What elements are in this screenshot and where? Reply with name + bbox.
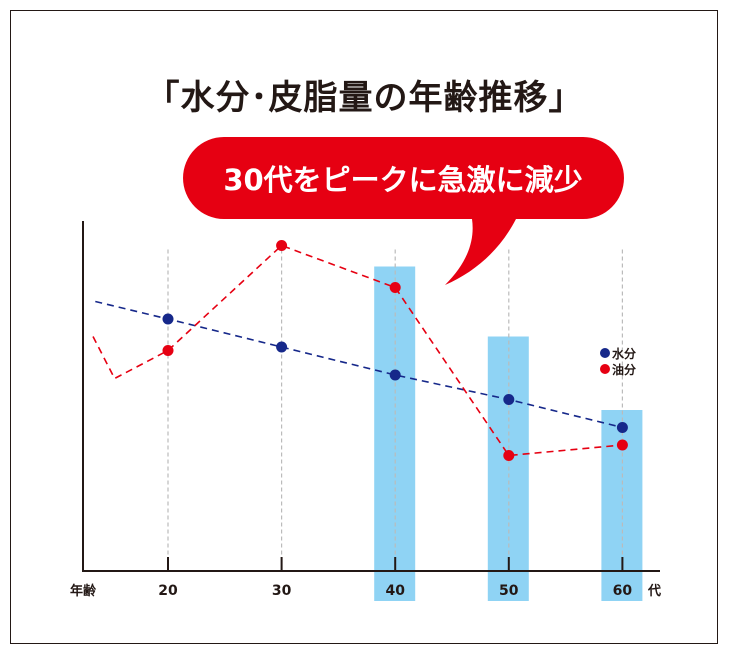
data-point [503, 450, 515, 461]
callout-bubble: 30代をピークに急激に減少 [183, 137, 624, 285]
callout-shape [183, 137, 624, 285]
data-point [389, 282, 401, 293]
legend-marker [600, 348, 610, 358]
chart-frame [10, 10, 718, 644]
x-axis-unit: 代 [647, 583, 661, 599]
legend-marker [600, 364, 610, 374]
data-point [503, 394, 515, 405]
chart-title: 「水分･皮脂量の年齢推移」 [145, 78, 584, 118]
data-point [276, 240, 288, 251]
data-point [162, 345, 174, 356]
x-tick-label: 30 [272, 583, 292, 599]
data-point [276, 341, 288, 353]
x-axis-label: 年齢 [70, 583, 97, 599]
x-tick-label: 20 [158, 583, 178, 599]
callout-text: 30代をピークに急激に減少 [223, 163, 582, 197]
legend-label: 水分 [612, 346, 636, 361]
data-point [389, 369, 401, 381]
x-tick-label: 50 [499, 583, 519, 599]
legend-label: 油分 [612, 362, 636, 377]
x-tick-label: 40 [385, 583, 405, 599]
x-tick-label: 60 [613, 583, 633, 599]
data-point [162, 313, 174, 325]
data-point [616, 422, 628, 433]
series-line-water [95, 300, 623, 429]
data-point [616, 439, 628, 451]
